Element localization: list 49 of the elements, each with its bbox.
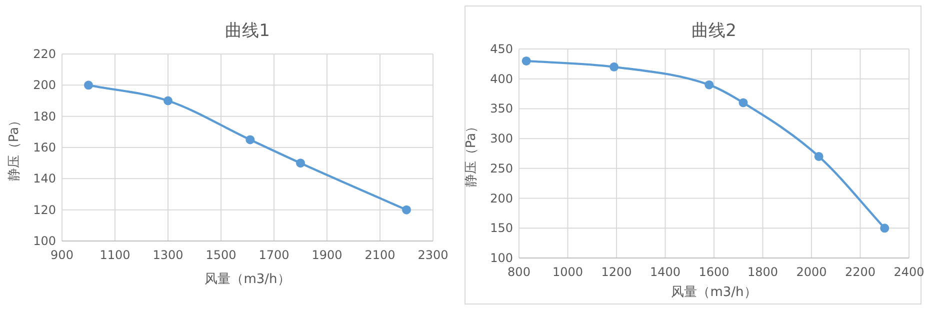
point [814,152,824,161]
x-tick-label: 1400 [650,265,681,279]
y-tick-label: 250 [490,161,513,176]
y-axis-title: 静压（Pa） [7,114,22,182]
y-tick-label: 120 [33,202,56,217]
x-tick-label: 1300 [152,248,184,262]
point [164,96,172,106]
point [246,135,255,144]
point [522,56,531,66]
x-tick-label: 2100 [364,248,396,262]
y-tick-label: 200 [490,191,513,206]
x-tick-label: 1500 [206,248,236,262]
x-tick-label: 2000 [796,265,827,279]
x-tick-label: 900 [50,248,74,262]
y-tick-label: 220 [33,47,56,61]
x-tick-label: 1100 [100,248,130,262]
point [738,98,748,108]
x-tick-label: 2200 [844,265,876,279]
y-tick-label: 100 [490,251,513,265]
point [880,224,890,233]
point [704,80,714,90]
chart-title: 曲线1 [225,21,270,41]
y-tick-label: 350 [490,102,513,116]
y-tick-label: 150 [490,221,513,236]
point [402,205,411,214]
point [610,62,619,72]
x-tick-label: 1900 [312,248,342,262]
y-tick-label: 140 [33,172,56,186]
x-tick-label: 1200 [601,265,632,279]
y-axis-title: 静压（Pa） [464,120,479,188]
y-tick-label: 200 [33,78,56,92]
x-tick-label: 2400 [894,265,924,279]
x-axis-title: 风量（m3/h） [204,272,290,287]
y-tick-label: 400 [490,72,513,86]
y-tick-label: 300 [490,132,513,146]
y-tick-label: 180 [33,109,56,124]
x-tick-label: 1000 [552,265,584,279]
x-tick-label: 1800 [747,265,778,279]
x-axis-title: 风量（m3/h） [671,285,757,300]
y-tick-label: 450 [490,42,513,56]
x-tick-label: 1600 [698,265,730,279]
chart-title: 曲线2 [692,21,736,41]
x-tick-label: 1700 [258,248,290,262]
x-tick-label: 800 [508,265,530,279]
x-tick-label: 2300 [418,248,448,262]
point [296,158,305,168]
point [84,80,93,90]
y-tick-label: 160 [33,140,56,154]
y-tick-label: 100 [33,234,56,248]
